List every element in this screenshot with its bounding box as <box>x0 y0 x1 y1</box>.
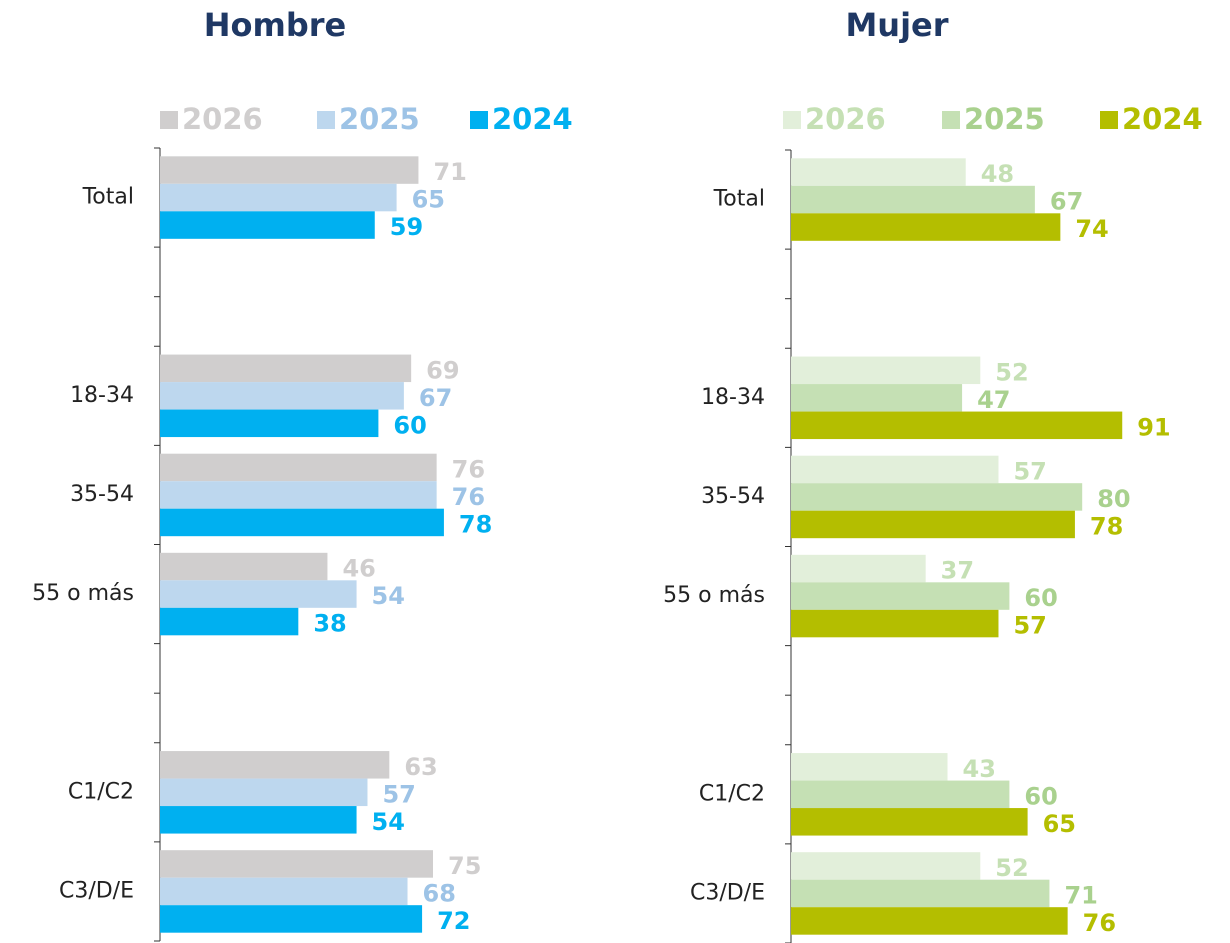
y-tick-label: 35-54 <box>70 482 134 507</box>
y-tick-label: C3/D/E <box>59 878 134 903</box>
bar <box>160 508 444 537</box>
bar <box>160 552 328 581</box>
data-label: 59 <box>390 213 423 241</box>
data-label: 78 <box>1090 512 1123 540</box>
data-label: 57 <box>1013 457 1046 485</box>
legend-label: 2025 <box>339 102 420 136</box>
bar <box>160 607 299 636</box>
bar <box>160 877 408 906</box>
data-label: 80 <box>1097 485 1130 513</box>
y-tick-label: C1/C2 <box>699 781 765 806</box>
bar <box>160 751 390 779</box>
bar <box>160 354 412 383</box>
y-tick-label: 18-34 <box>70 383 134 408</box>
data-label: 74 <box>1075 215 1108 243</box>
bar <box>160 183 397 212</box>
data-label: 37 <box>941 557 974 585</box>
data-label: 52 <box>995 854 1028 882</box>
bar <box>791 554 926 583</box>
y-tick-label: C1/C2 <box>68 779 134 804</box>
bar <box>791 510 1075 539</box>
bar <box>160 850 433 878</box>
bar <box>160 453 437 482</box>
data-label: 60 <box>1024 584 1057 612</box>
data-label: 47 <box>977 386 1010 414</box>
legend-swatch <box>160 111 178 129</box>
y-tick-label: 55 o más <box>663 583 765 608</box>
data-label: 71 <box>433 158 466 186</box>
chart-title: Mujer <box>845 6 948 44</box>
y-tick-label: Total <box>713 187 765 212</box>
bar <box>791 780 1010 809</box>
data-label: 68 <box>423 879 456 907</box>
data-label: 75 <box>448 852 481 880</box>
bar <box>791 411 1123 440</box>
legend-swatch <box>470 111 488 129</box>
data-label: 54 <box>372 808 405 836</box>
y-tick-label: Total <box>82 185 134 210</box>
bar <box>791 356 981 385</box>
bar <box>791 455 999 484</box>
y-tick-label: 55 o más <box>32 581 134 606</box>
legend-label: 2025 <box>964 102 1045 136</box>
bar <box>791 808 1028 836</box>
data-label: 52 <box>995 358 1028 386</box>
data-label: 43 <box>963 755 996 783</box>
data-label: 78 <box>459 510 492 538</box>
bar <box>160 481 437 509</box>
data-label: 72 <box>437 907 470 935</box>
bar <box>791 384 963 412</box>
data-label: 76 <box>452 483 485 511</box>
data-label: 60 <box>393 411 426 439</box>
legend-label: 2026 <box>805 102 886 136</box>
legend-label: 2024 <box>492 102 573 136</box>
y-tick-label: C3/D/E <box>690 880 765 905</box>
data-label: 71 <box>1064 881 1097 909</box>
legend-swatch <box>942 111 960 129</box>
data-label: 48 <box>981 160 1014 188</box>
y-tick-label: 35-54 <box>701 484 765 509</box>
bar <box>791 753 948 781</box>
bar <box>160 156 419 184</box>
bar <box>160 905 423 933</box>
chart-title: Hombre <box>204 6 347 44</box>
data-label: 57 <box>1013 612 1046 640</box>
bar <box>791 852 981 880</box>
bar <box>160 806 357 834</box>
bar <box>791 213 1061 241</box>
data-label: 38 <box>313 610 346 638</box>
data-label: 76 <box>1083 909 1116 937</box>
data-label: 69 <box>426 356 459 384</box>
bar <box>791 907 1068 935</box>
bar <box>160 778 368 807</box>
data-label: 46 <box>342 555 375 583</box>
legend-swatch <box>1100 111 1118 129</box>
y-tick-label: 18-34 <box>701 385 765 410</box>
data-label: 63 <box>404 753 437 781</box>
legend-label: 2024 <box>1122 102 1203 136</box>
bar <box>791 483 1083 511</box>
data-label: 76 <box>452 455 485 483</box>
bar <box>791 185 1035 214</box>
data-label: 65 <box>1043 810 1076 838</box>
bar <box>791 582 1010 610</box>
bar <box>160 382 404 410</box>
legend-label: 2026 <box>182 102 263 136</box>
bar <box>791 609 999 638</box>
bar <box>791 879 1050 908</box>
bar <box>160 211 375 239</box>
data-label: 54 <box>372 582 405 610</box>
data-label: 91 <box>1137 413 1170 441</box>
data-label: 67 <box>1050 188 1083 216</box>
bar <box>160 409 379 438</box>
legend-swatch <box>783 111 801 129</box>
data-label: 60 <box>1024 782 1057 810</box>
legend-swatch <box>317 111 335 129</box>
data-label: 65 <box>412 186 445 214</box>
bar <box>791 158 966 186</box>
data-label: 57 <box>382 780 415 808</box>
bar <box>160 580 357 608</box>
data-label: 67 <box>419 384 452 412</box>
